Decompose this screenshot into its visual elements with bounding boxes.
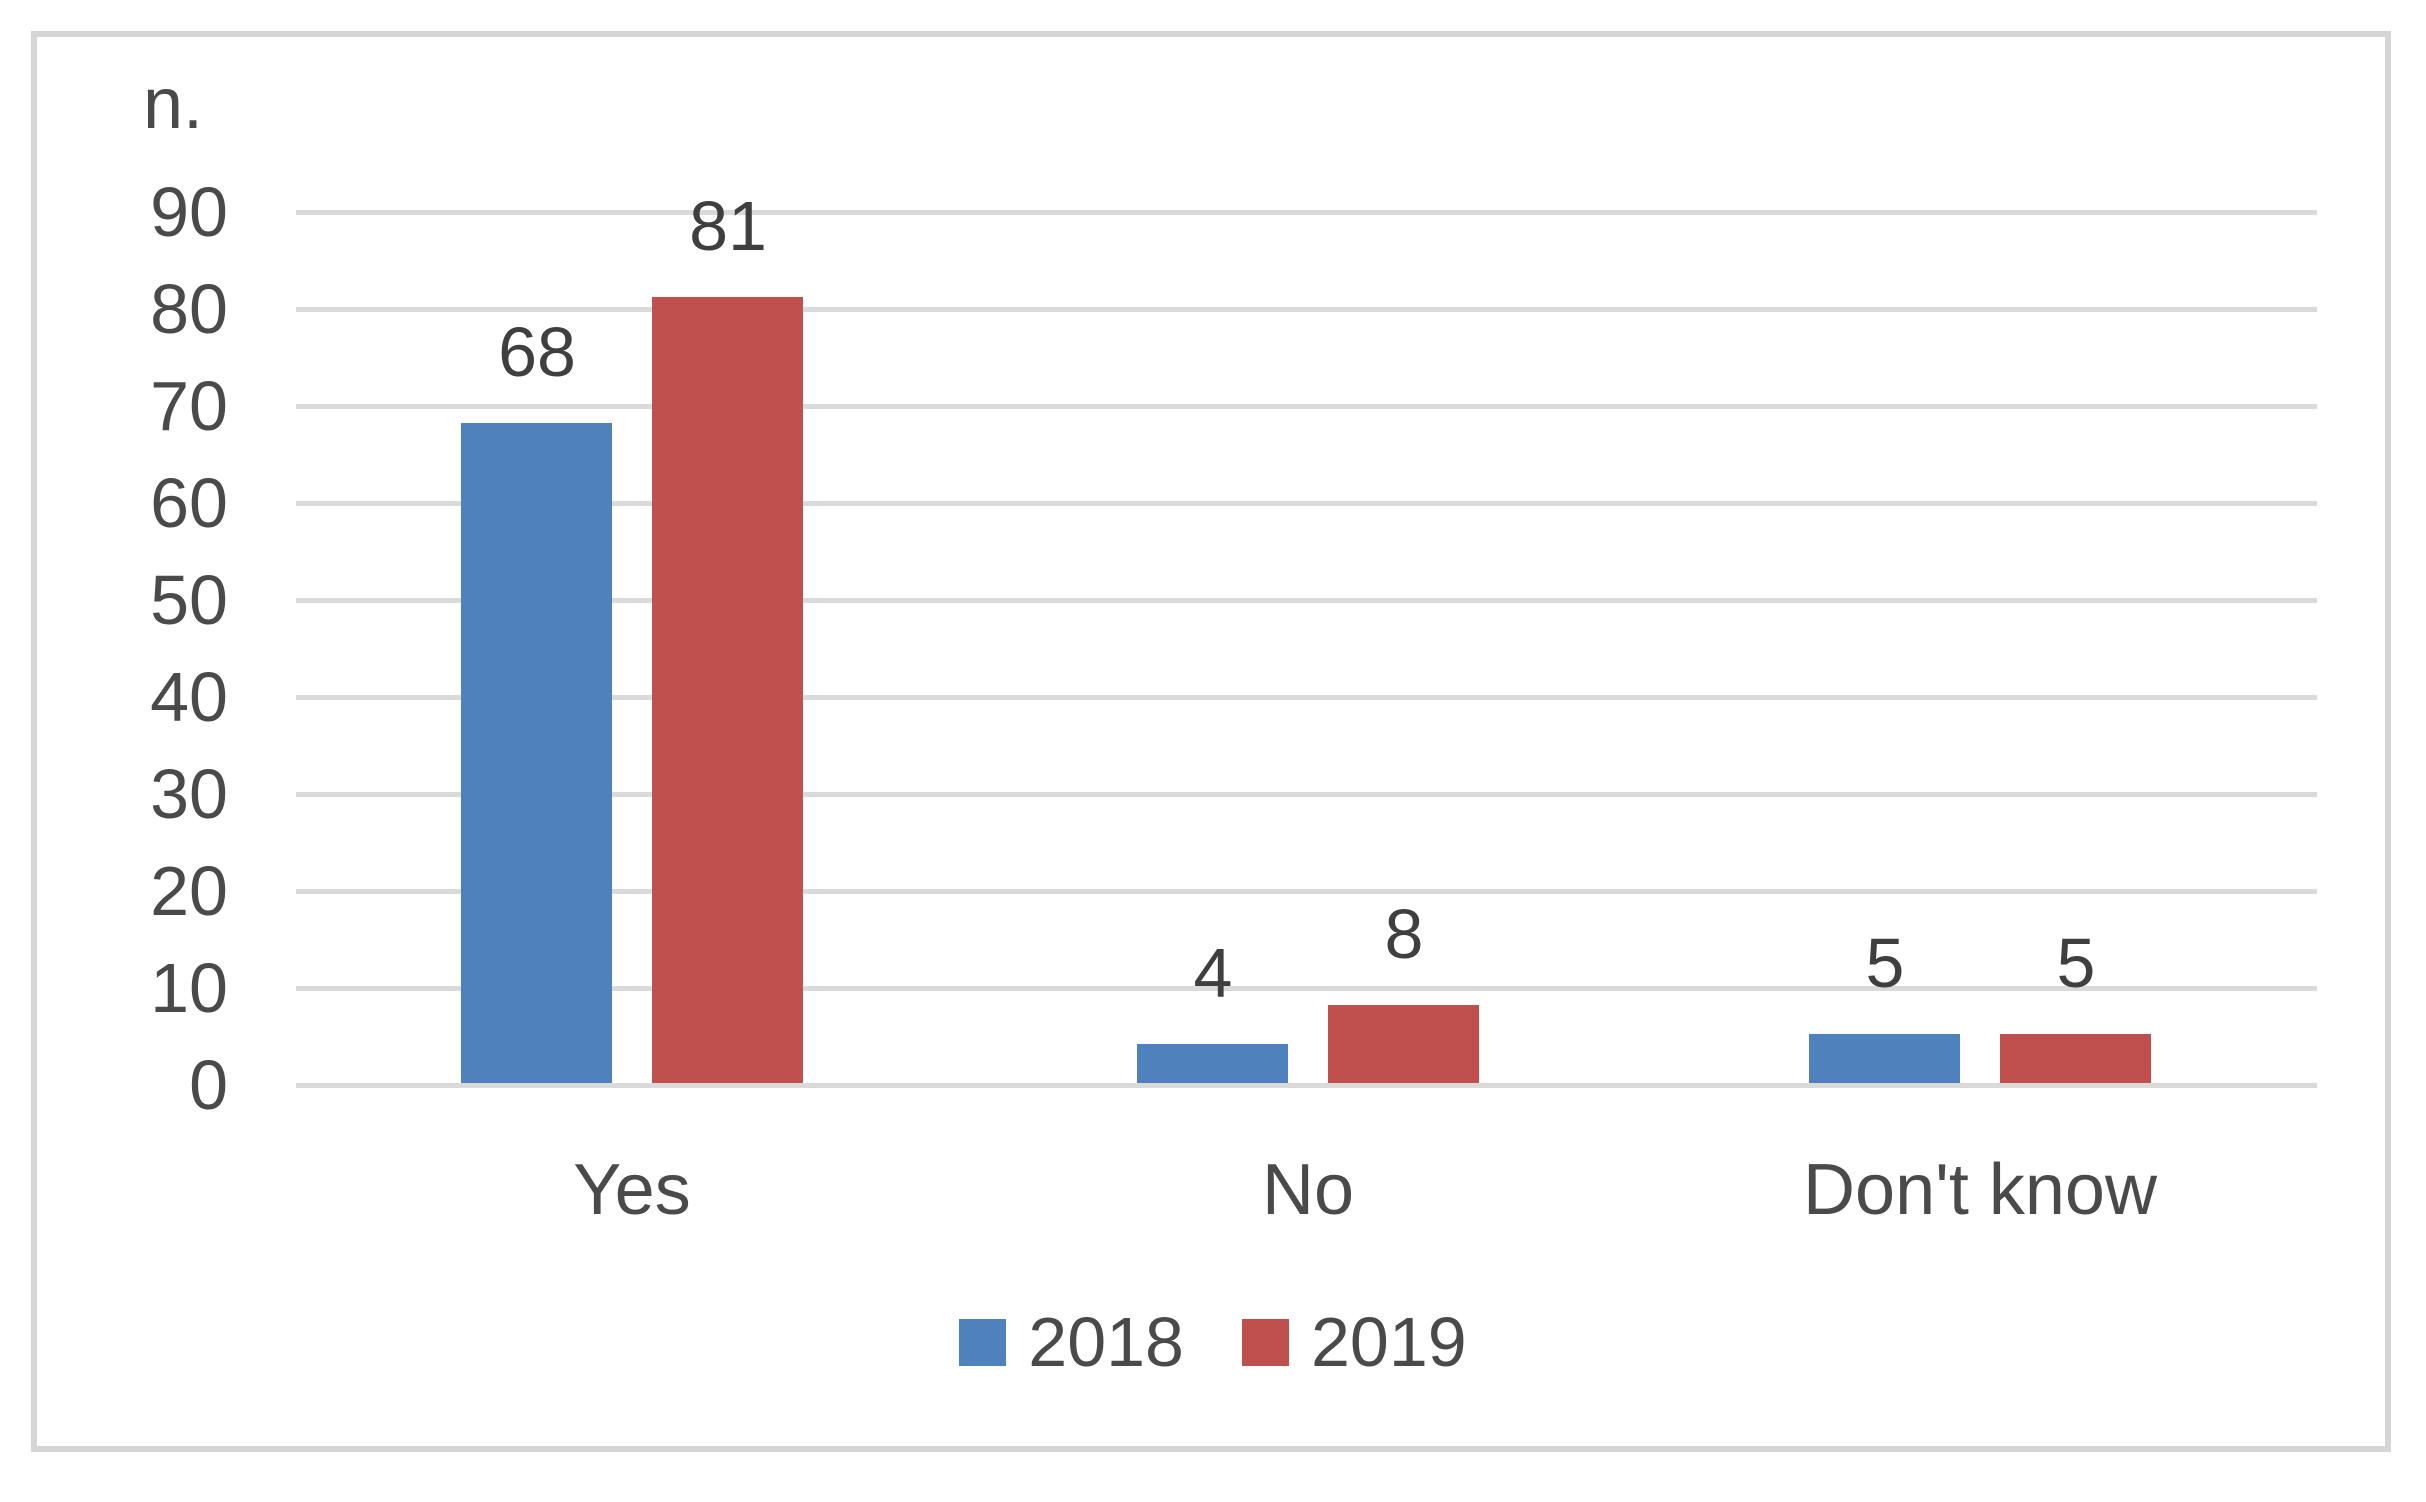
legend-swatch-2019 — [1242, 1318, 1289, 1366]
data-label: 8 — [1384, 895, 1424, 973]
legend-label: 2019 — [1311, 1303, 1467, 1381]
y-axis-title: n. — [143, 64, 204, 144]
bar-2018-No — [1137, 1044, 1288, 1083]
gridline — [296, 307, 2317, 312]
legend: 2018 2019 — [0, 1306, 2426, 1378]
y-tick-label: 80 — [150, 270, 228, 348]
chart-frame — [31, 31, 2391, 1452]
gridline — [296, 792, 2317, 797]
legend-item-2018: 2018 — [959, 1306, 1184, 1378]
bar-2019-Yes — [652, 297, 803, 1083]
x-axis-label-0: Yes — [573, 1150, 691, 1230]
gridline — [296, 1083, 2317, 1088]
gridline — [296, 986, 2317, 991]
y-tick-label: 60 — [150, 464, 228, 542]
y-tick-label: 50 — [150, 561, 228, 639]
bar-2018-Don't know — [1809, 1034, 1960, 1083]
y-tick-label: 20 — [150, 852, 228, 930]
x-axis-label-2: Don't know — [1803, 1150, 2157, 1230]
data-label: 4 — [1193, 934, 1233, 1012]
data-label: 5 — [1865, 924, 1905, 1002]
y-tick-label: 0 — [189, 1046, 228, 1124]
gridline — [296, 889, 2317, 894]
data-label: 81 — [689, 187, 767, 265]
y-tick-label: 70 — [150, 367, 228, 445]
y-tick-label: 40 — [150, 658, 228, 736]
gridline — [296, 501, 2317, 506]
gridline — [296, 695, 2317, 700]
bar-2019-Don't know — [2000, 1034, 2151, 1083]
data-label: 68 — [498, 313, 576, 391]
bar-2018-Yes — [461, 423, 612, 1083]
gridline — [296, 210, 2317, 215]
x-axis-label-1: No — [1261, 1150, 1355, 1230]
legend-item-2019: 2019 — [1242, 1306, 1467, 1378]
data-label: 5 — [2056, 924, 2096, 1002]
legend-swatch-2018 — [959, 1318, 1007, 1366]
y-tick-label: 10 — [150, 949, 228, 1027]
gridline — [296, 598, 2317, 603]
legend-label: 2018 — [1028, 1303, 1184, 1381]
gridline — [296, 404, 2317, 409]
y-tick-label: 30 — [150, 755, 228, 833]
y-tick-label: 90 — [150, 173, 228, 251]
bar-2019-No — [1328, 1005, 1479, 1083]
